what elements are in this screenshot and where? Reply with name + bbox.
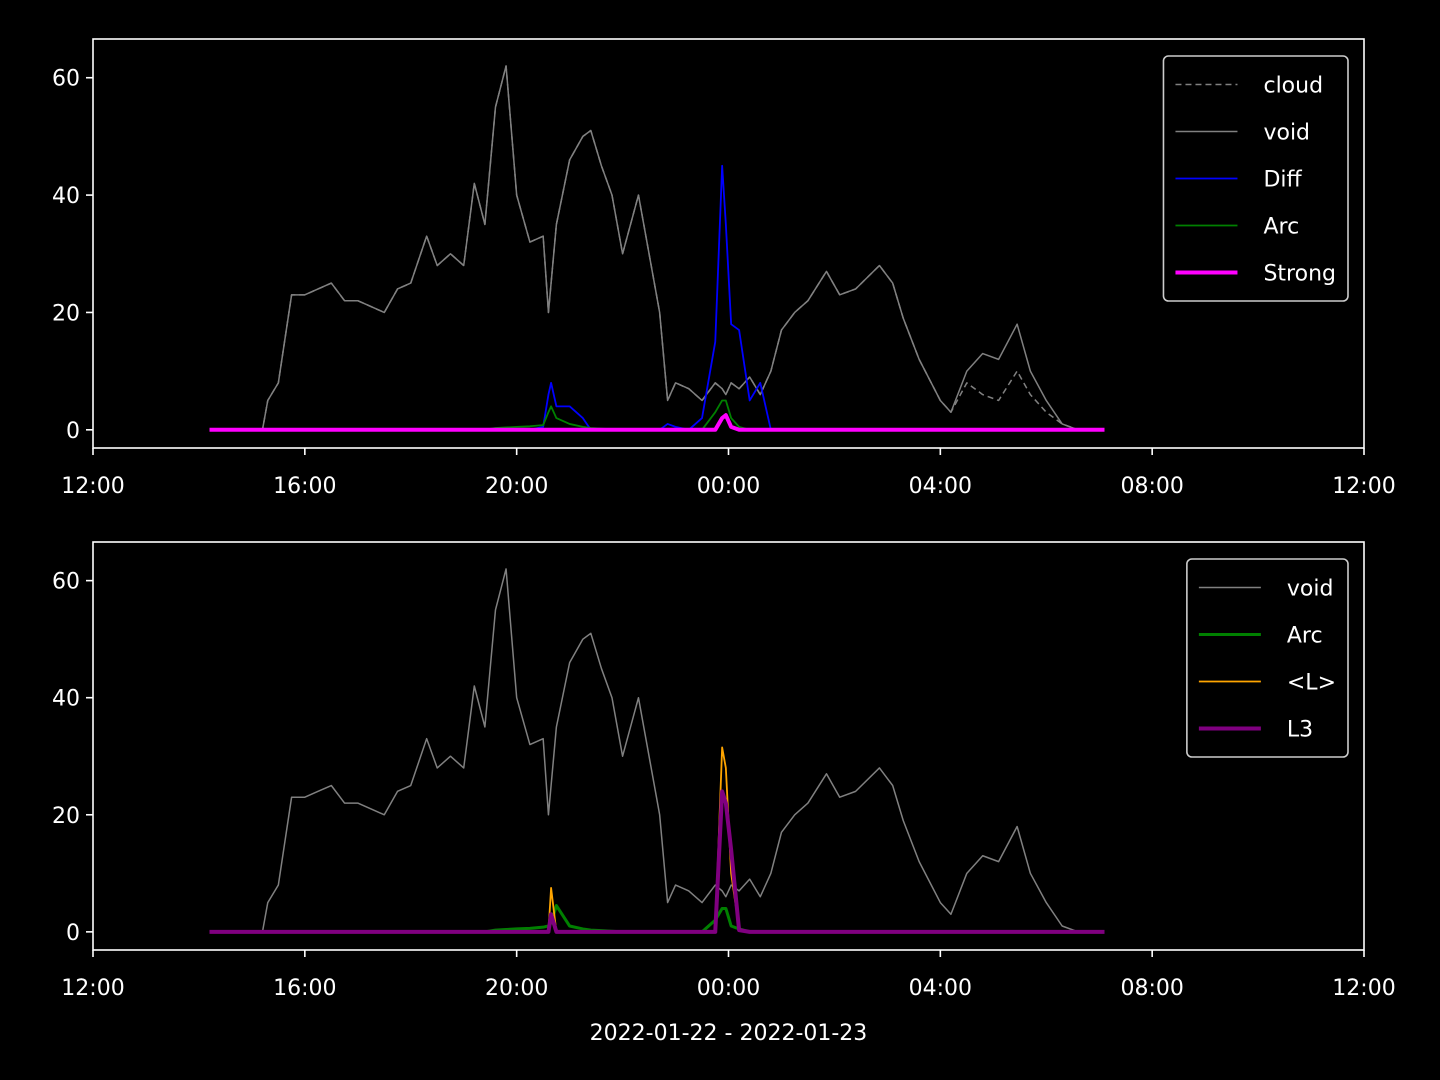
x-tick-label: 04:00 (909, 976, 972, 1001)
x-tick-label: 12:00 (61, 976, 124, 1001)
legend-box (1162, 55, 1349, 302)
legend-label: void (1287, 577, 1334, 602)
y-tick-label: 0 (66, 419, 80, 444)
y-tick-label: 20 (52, 804, 80, 829)
legend-label: Diff (1263, 168, 1302, 193)
y-tick-label: 40 (52, 184, 80, 209)
series-line (209, 789, 1105, 934)
y-tick-label: 40 (52, 687, 80, 712)
legend-label: <L> (1287, 671, 1336, 696)
legend-label: cloud (1263, 74, 1323, 99)
x-tick-label: 20:00 (485, 976, 548, 1001)
x-tick-label: 20:00 (485, 474, 548, 499)
legend-label: L3 (1287, 718, 1313, 743)
series-line (209, 568, 1105, 933)
x-tick-label: 12:00 (61, 474, 124, 499)
legend-label: Arc (1287, 624, 1323, 649)
legend-label: Arc (1263, 215, 1299, 240)
axes: 0 20 40 60 12:00 16:00 20:00 00:00 04:00 08:00 12:… (52, 38, 1396, 499)
x-axis-label: 2022-01-22 - 2022-01-23 (590, 1021, 868, 1046)
series-line (209, 65, 1105, 431)
x-tick-label: 00:00 (697, 474, 760, 499)
x-tick-label: 16:00 (273, 474, 336, 499)
axes: 0 20 40 60 12:00 16:00 20:00 00:00 04:00 08:00 12:… (52, 541, 1396, 1046)
legend-label: void (1263, 121, 1310, 146)
x-tick-label: 04:00 (909, 474, 972, 499)
series-line (209, 413, 1105, 432)
x-tick-label: 16:00 (273, 976, 336, 1001)
x-tick-label: 08:00 (1120, 474, 1183, 499)
legend-label: Strong (1263, 262, 1336, 287)
y-tick-label: 60 (52, 67, 80, 92)
x-tick-label: 12:00 (1332, 976, 1395, 1001)
y-tick-label: 0 (66, 921, 80, 946)
legend-box (1186, 558, 1349, 758)
y-tick-label: 60 (52, 570, 80, 595)
x-tick-label: 00:00 (697, 976, 760, 1001)
y-tick-label: 20 (52, 301, 80, 326)
x-tick-label: 12:00 (1332, 474, 1395, 499)
x-tick-label: 08:00 (1120, 976, 1183, 1001)
legend: void Arc <L> L3 (1186, 558, 1349, 758)
legend: cloud void Diff Arc Strong (1162, 55, 1349, 302)
